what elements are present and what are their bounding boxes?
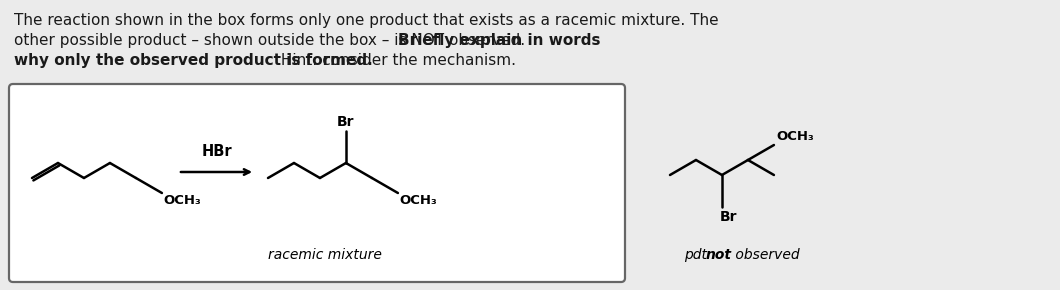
FancyBboxPatch shape bbox=[8, 84, 625, 282]
Text: why only the observed product is formed.: why only the observed product is formed. bbox=[14, 53, 373, 68]
Text: OCH₃: OCH₃ bbox=[163, 194, 200, 207]
Text: Br: Br bbox=[337, 115, 355, 129]
Text: Hint: consider the mechanism.: Hint: consider the mechanism. bbox=[276, 53, 516, 68]
Text: racemic mixture: racemic mixture bbox=[268, 248, 382, 262]
Text: other possible product – shown outside the box – is NOT observed.: other possible product – shown outside t… bbox=[14, 33, 530, 48]
Text: The reaction shown in the box forms only one product that exists as a racemic mi: The reaction shown in the box forms only… bbox=[14, 13, 719, 28]
Text: Br: Br bbox=[720, 210, 738, 224]
Text: Briefly explain in words: Briefly explain in words bbox=[399, 33, 601, 48]
Text: not: not bbox=[706, 248, 732, 262]
Text: pdt: pdt bbox=[684, 248, 711, 262]
Text: observed: observed bbox=[731, 248, 799, 262]
Text: HBr: HBr bbox=[201, 144, 232, 159]
Text: OCH₃: OCH₃ bbox=[399, 194, 437, 207]
Text: OCH₃: OCH₃ bbox=[776, 130, 814, 143]
